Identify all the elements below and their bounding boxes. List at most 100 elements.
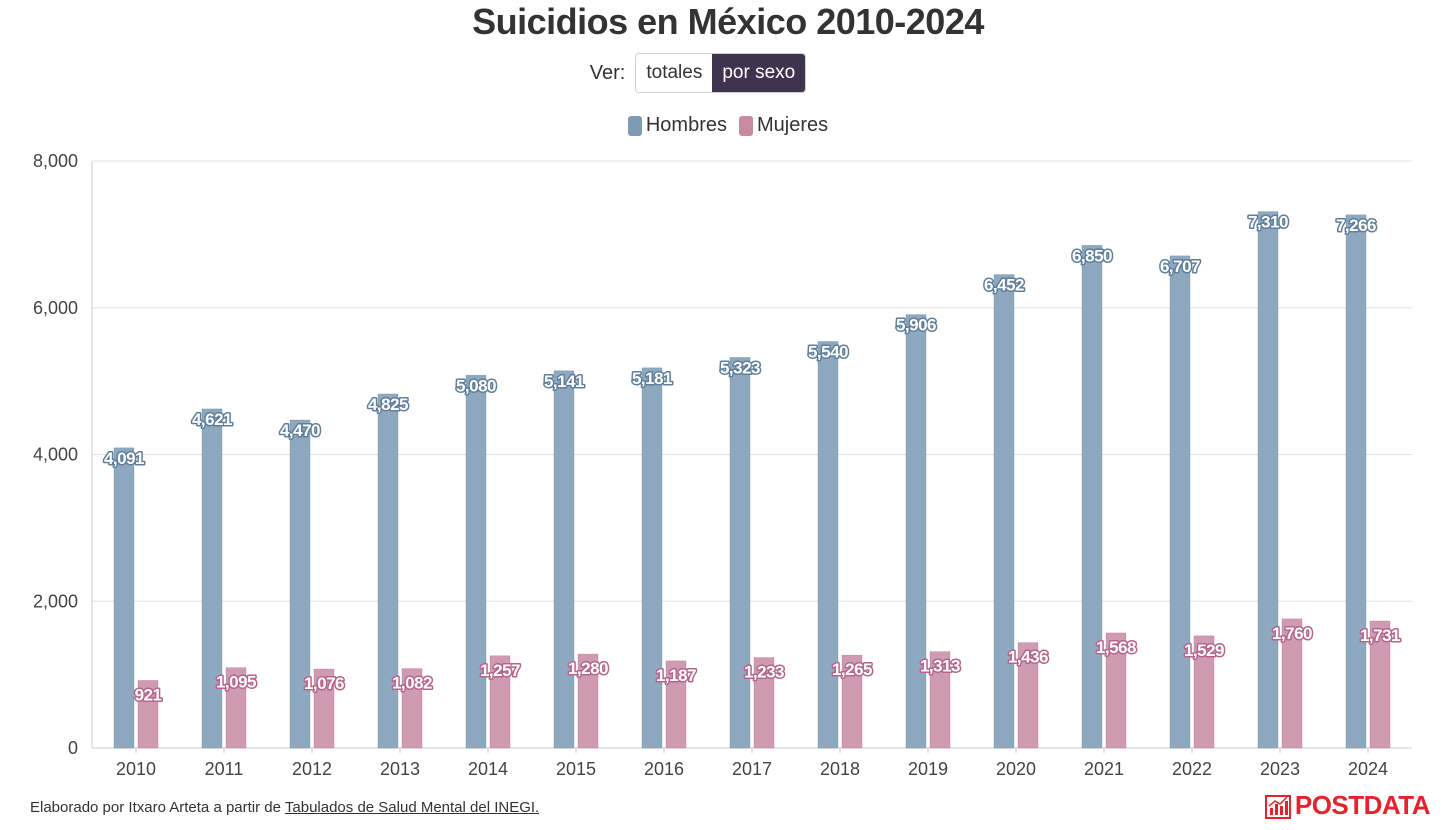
- x-tick-label: 2013: [380, 759, 420, 779]
- bar-mujeres: [665, 660, 687, 749]
- bar-chart-logo-icon: [1264, 794, 1291, 819]
- data-label-hombres: 5,323: [720, 358, 760, 377]
- view-toggle-row: Ver: totales por sexo: [0, 53, 1456, 93]
- data-label-mujeres: 1,280: [568, 659, 608, 678]
- data-label-mujeres: 1,082: [392, 674, 432, 693]
- data-label-mujeres: 1,529: [1184, 641, 1224, 660]
- bar-hombres: [1345, 214, 1367, 749]
- bar-mujeres: [577, 653, 599, 749]
- view-toggle: totales por sexo: [635, 53, 807, 93]
- x-tick-label: 2014: [468, 759, 508, 779]
- x-tick-label: 2023: [1260, 759, 1300, 779]
- data-label-mujeres: 1,436: [1008, 648, 1048, 667]
- bar-mujeres: [1369, 620, 1391, 749]
- x-tick-label: 2018: [820, 759, 860, 779]
- y-tick-label: 0: [68, 738, 78, 758]
- brand-name: POSTDATA: [1294, 790, 1431, 820]
- data-label-hombres: 6,452: [984, 276, 1024, 295]
- data-label-hombres: 4,091: [104, 449, 144, 468]
- data-label-mujeres: 1,076: [304, 674, 344, 693]
- data-label-hombres: 5,540: [808, 343, 848, 362]
- data-label-hombres: 5,080: [456, 376, 496, 395]
- bar-hombres: [377, 393, 399, 749]
- bar-hombres: [465, 374, 487, 749]
- bar-hombres: [1257, 211, 1279, 749]
- bar-mujeres: [753, 657, 775, 749]
- por-sexo-button[interactable]: por sexo: [712, 54, 806, 92]
- y-tick-label: 2,000: [33, 591, 78, 611]
- data-label-mujeres: 921: [135, 685, 162, 704]
- chart-title: Suicidios en México 2010-2024: [472, 1, 984, 42]
- bar-hombres: [905, 314, 927, 749]
- bar-mujeres: [137, 680, 159, 749]
- x-tick-label: 2016: [644, 759, 684, 779]
- x-tick-label: 2015: [556, 759, 596, 779]
- x-tick-label: 2017: [732, 759, 772, 779]
- bar-hombres: [553, 370, 575, 749]
- legend-swatch-hombres: [627, 115, 642, 136]
- legend: Hombres Mujeres: [0, 114, 1456, 137]
- bar-hombres: [1169, 255, 1191, 749]
- bar-mujeres: [401, 668, 423, 749]
- data-label-mujeres: 1,187: [656, 666, 696, 685]
- data-label-hombres: 5,141: [544, 372, 584, 391]
- data-label-hombres: 7,310: [1248, 213, 1288, 232]
- x-tick-label: 2022: [1172, 759, 1212, 779]
- data-label-mujeres: 1,095: [216, 673, 256, 692]
- bar-mujeres: [841, 654, 863, 749]
- legend-label-mujeres: Mujeres: [757, 114, 829, 136]
- bar-hombres: [729, 357, 751, 749]
- data-label-hombres: 5,181: [632, 369, 672, 388]
- y-tick-label: 4,000: [33, 445, 78, 465]
- x-tick-label: 2019: [908, 759, 948, 779]
- bar-hombres: [993, 274, 1015, 749]
- legend-swatch-mujeres: [739, 115, 753, 136]
- data-label-mujeres: 1,731: [1360, 626, 1400, 645]
- data-label-mujeres: 1,313: [920, 657, 960, 676]
- data-label-hombres: 7,266: [1336, 216, 1376, 235]
- bar-hombres: [201, 408, 223, 749]
- bar-mujeres: [929, 651, 951, 749]
- x-tick-label: 2020: [996, 759, 1036, 779]
- legend-item-mujeres[interactable]: Mujeres: [739, 114, 828, 137]
- bar-hombres: [113, 447, 135, 749]
- data-label-mujeres: 1,257: [480, 661, 520, 680]
- bar-mujeres: [313, 668, 335, 749]
- bar-hombres: [1081, 245, 1103, 749]
- source-prefix: Elaborado por Itxaro Arteta a partir de: [30, 799, 285, 816]
- legend-label-hombres: Hombres: [645, 114, 727, 136]
- view-label: Ver:: [589, 61, 626, 84]
- bar-mujeres: [1281, 618, 1303, 749]
- data-label-mujeres: 1,265: [832, 660, 872, 679]
- brand-logo[interactable]: POSTDATA: [1264, 790, 1431, 821]
- data-label-mujeres: 1,233: [744, 663, 784, 682]
- source-note: Elaborado por Itxaro Arteta a partir de …: [30, 799, 539, 816]
- x-tick-label: 2021: [1084, 759, 1124, 779]
- bar-hombres: [817, 341, 839, 749]
- bar-hombres: [641, 367, 663, 749]
- x-tick-label: 2012: [292, 759, 332, 779]
- bar-hombres: [289, 419, 311, 749]
- data-label-hombres: 6,850: [1072, 246, 1112, 265]
- bar-mujeres: [225, 667, 247, 749]
- x-tick-label: 2010: [116, 759, 156, 779]
- totales-button[interactable]: totales: [636, 54, 713, 92]
- data-label-hombres: 4,825: [368, 395, 408, 414]
- data-label-hombres: 4,470: [280, 421, 320, 440]
- data-label-mujeres: 1,760: [1272, 624, 1312, 643]
- x-tick-label: 2011: [205, 759, 244, 779]
- data-label-mujeres: 1,568: [1096, 638, 1136, 657]
- source-link[interactable]: Tabulados de Salud Mental del INEGI.: [284, 799, 540, 816]
- x-tick-label: 2024: [1348, 759, 1388, 779]
- y-tick-label: 8,000: [33, 151, 78, 171]
- y-tick-label: 6,000: [33, 298, 78, 318]
- bar-mujeres: [1017, 642, 1039, 749]
- bar-mujeres: [1105, 632, 1127, 749]
- bar-mujeres: [489, 655, 511, 749]
- data-label-hombres: 4,621: [192, 410, 232, 429]
- legend-item-hombres[interactable]: Hombres: [627, 114, 727, 137]
- data-label-hombres: 6,707: [1160, 257, 1200, 276]
- data-label-hombres: 5,906: [896, 316, 936, 335]
- bar-mujeres: [1193, 635, 1215, 749]
